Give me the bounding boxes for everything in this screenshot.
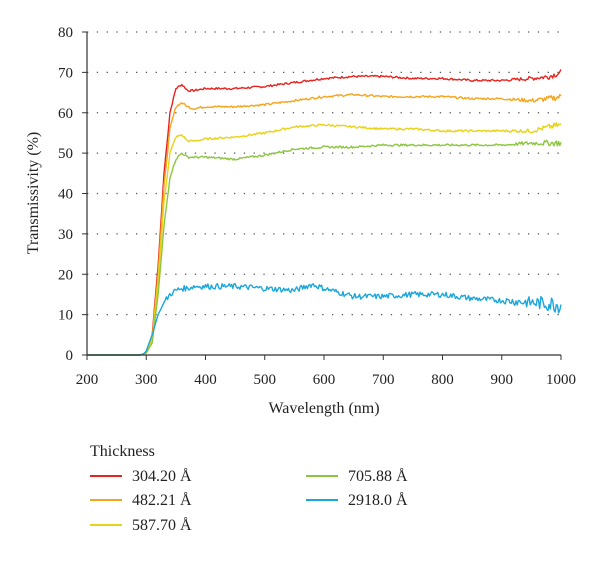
y-tick-label: 10 bbox=[58, 308, 73, 324]
y-tick-label: 20 bbox=[58, 267, 73, 283]
series-line-1 bbox=[87, 69, 562, 356]
y-tick-label: 30 bbox=[58, 227, 73, 243]
series-line-5 bbox=[87, 283, 562, 356]
y-tick-label: 60 bbox=[58, 106, 73, 122]
x-tick-label: 700 bbox=[372, 372, 395, 388]
series-line-3 bbox=[87, 122, 562, 356]
series-line-4 bbox=[87, 139, 562, 356]
x-tick-label: 200 bbox=[76, 372, 99, 388]
x-tick-label: 1000 bbox=[546, 372, 576, 388]
x-tick-label: 500 bbox=[254, 372, 277, 388]
y-tick-label: 40 bbox=[58, 187, 73, 203]
y-tick-label: 80 bbox=[58, 25, 73, 41]
legend-title: Thickness bbox=[90, 443, 155, 460]
y-tick-label: 50 bbox=[58, 146, 73, 162]
legend-label-2: 482.21 Å bbox=[132, 491, 192, 509]
x-tick-label: 400 bbox=[194, 372, 217, 388]
x-tick-label: 600 bbox=[313, 372, 336, 388]
legend-label-4: 705.88 Å bbox=[348, 467, 408, 485]
series-line-2 bbox=[87, 93, 562, 356]
x-tick-label: 800 bbox=[431, 372, 454, 388]
x-tick-label: 300 bbox=[135, 372, 158, 388]
axes: 0 10 20 30 40 50 60 70 80 200 300 400 500 600 700 800 90… bbox=[58, 25, 576, 388]
legend-label-3: 587.70 Å bbox=[132, 516, 192, 534]
x-axis-label: Wavelength (nm) bbox=[268, 400, 379, 417]
y-tick-label: 70 bbox=[58, 65, 73, 81]
legend-label-5: 2918.0 Å bbox=[348, 491, 408, 509]
legend-label-1: 304.20 Å bbox=[132, 467, 192, 485]
series-layer bbox=[87, 69, 562, 356]
y-tick-label: 0 bbox=[66, 348, 74, 364]
y-axis-label: Transmissivity (%) bbox=[25, 132, 42, 255]
x-tick-label: 900 bbox=[491, 372, 514, 388]
legend: 304.20 Å 482.21 Å 587.70 Å 705.88 Å 2918.0 Å bbox=[90, 467, 408, 534]
